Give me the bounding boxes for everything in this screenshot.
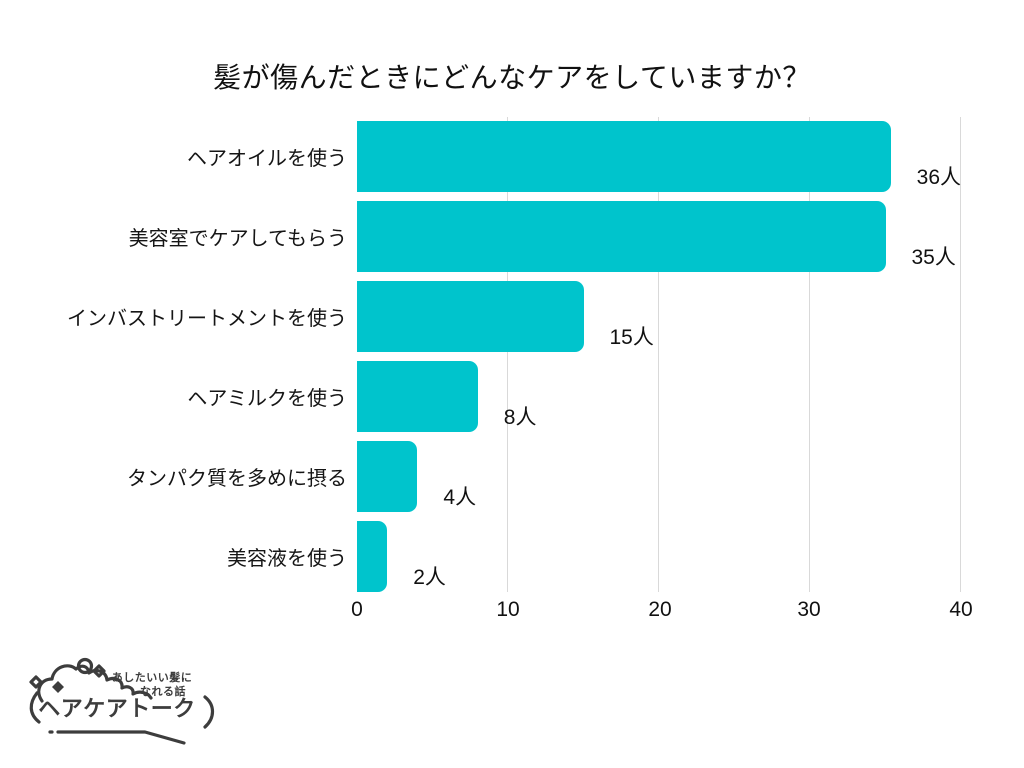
- bar-row: ヘアミルクを使う 8人: [40, 361, 961, 432]
- value-label: 36人: [916, 166, 961, 189]
- bar: [357, 441, 418, 512]
- bar: [357, 281, 584, 352]
- gridline-10: [507, 117, 508, 592]
- category-label: 美容室でケアしてもらう: [128, 228, 347, 250]
- bar: [357, 201, 886, 272]
- value-label: 35人: [911, 246, 956, 269]
- bar: [357, 521, 388, 592]
- bubble-circle: [76, 657, 94, 675]
- x-axis: 0 10 20 30 40: [0, 598, 1024, 628]
- sparkle-diamond-outline-top: [92, 664, 106, 678]
- sparkle-diamond-outline-left: [29, 675, 43, 689]
- sparkle-diamond-filled: [52, 681, 64, 693]
- bubble-left-paren: [29, 691, 41, 724]
- bar-row: ヘアオイルを使う 36人: [40, 121, 961, 192]
- speech-bubble-cloud-logo: あしたいい髪に なれる話 ヘアケアトーク: [29, 657, 215, 745]
- x-axis-tick-label: 30: [797, 598, 821, 621]
- haircare-talk-logo: あしたいい髪に なれる話 ヘアケアトーク: [28, 643, 228, 761]
- bar-row: 美容室でケアしてもらう 35人: [40, 201, 961, 272]
- bar: [357, 121, 891, 192]
- logo-tagline-line2: なれる話: [140, 684, 186, 698]
- category-label: 美容液を使う: [227, 548, 347, 570]
- bar-rows: ヘアオイルを使う 36人 美容室でケアしてもらう 35人 インバストリートメント…: [40, 117, 961, 592]
- gridline-20: [658, 117, 659, 592]
- cloud-outline: [37, 664, 153, 703]
- category-label: インバストリートメントを使う: [67, 308, 347, 330]
- value-label: 8人: [503, 406, 537, 429]
- x-axis-tick-label: 20: [648, 598, 672, 621]
- bar-row: インバストリートメントを使う 15人: [40, 281, 961, 352]
- category-label: ヘアミルクを使う: [187, 388, 347, 410]
- value-label: 15人: [609, 326, 654, 349]
- bar-row: 美容液を使う 2人: [40, 521, 961, 592]
- x-axis-tick-label: 0: [351, 598, 363, 621]
- chart-title: 髪が傷んだときにどんなケアをしていますか？: [213, 62, 811, 93]
- x-axis-tick-label: 10: [496, 598, 520, 621]
- gridline-30: [809, 117, 810, 592]
- bar-row: タンパク質を多めに摂る 4人: [40, 441, 961, 512]
- bubble-right-paren: [203, 695, 215, 729]
- bubble-bottom-tail: [56, 730, 186, 745]
- value-label: 4人: [443, 486, 477, 509]
- logo-brand-name: ヘアケアトーク: [38, 696, 196, 721]
- value-label: 2人: [413, 566, 446, 589]
- gridline-40: [960, 117, 961, 592]
- category-label: タンパク質を多めに摂る: [127, 468, 347, 490]
- logo-tagline-line1: あしたいい髪に: [112, 670, 193, 684]
- x-axis-tick-label: 40: [949, 598, 973, 621]
- plot-area: [357, 117, 961, 592]
- category-label: ヘアオイルを使う: [187, 148, 347, 170]
- bar: [357, 361, 478, 432]
